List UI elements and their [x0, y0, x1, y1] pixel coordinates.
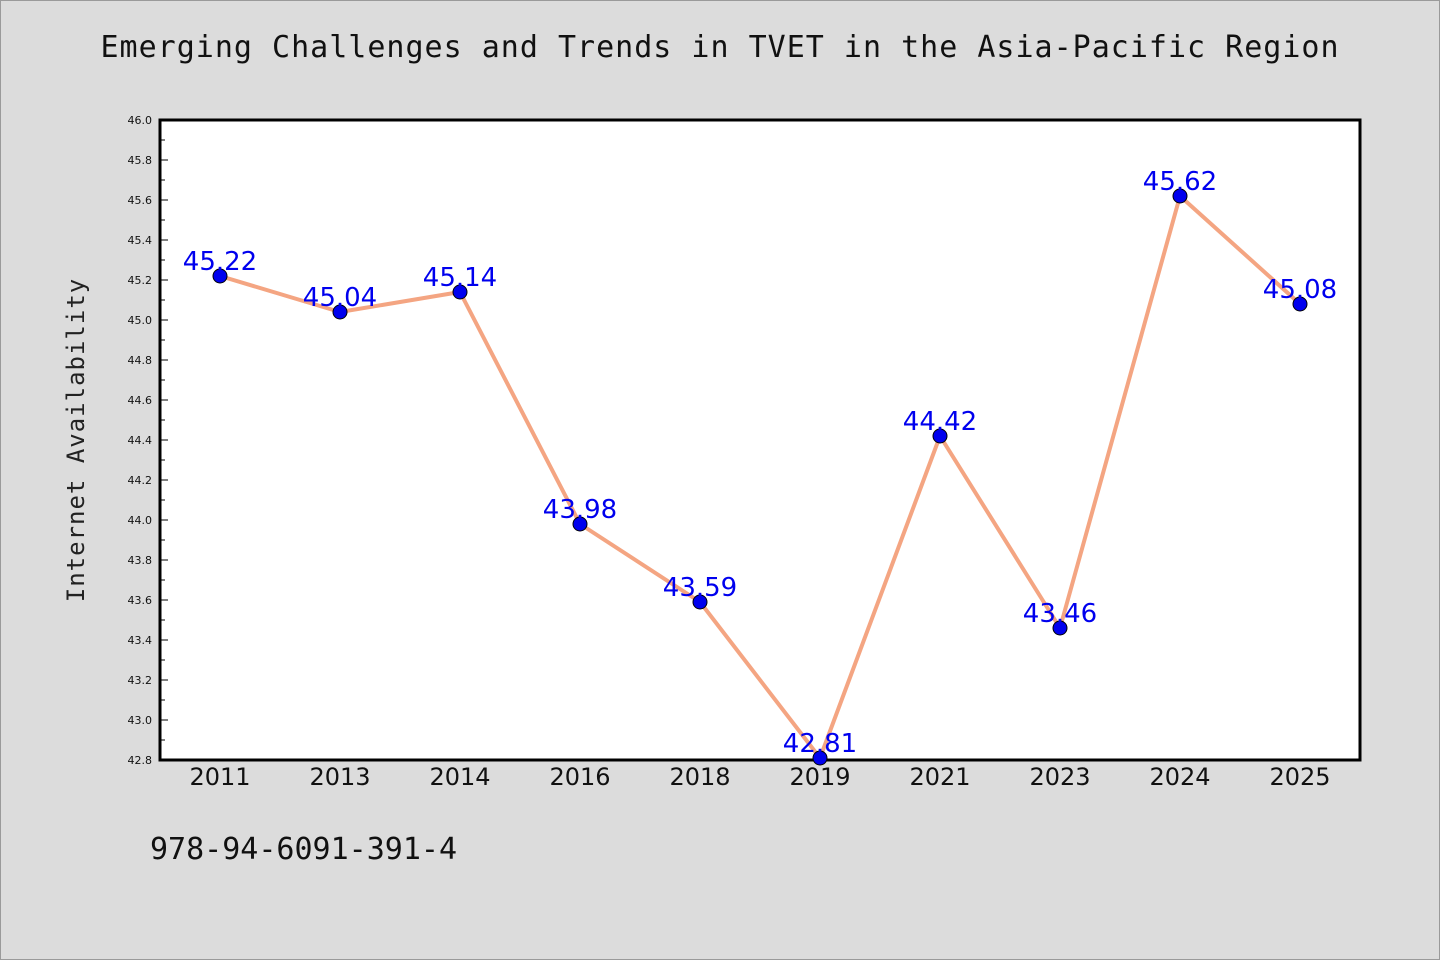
- y-tick-label: 45.4: [128, 234, 153, 247]
- y-tick-label: 42.8: [128, 754, 153, 767]
- y-tick-label: 43.6: [128, 594, 153, 607]
- series-line-group: [219, 194, 1302, 760]
- y-tick-label: 43.4: [128, 634, 153, 647]
- x-tick-label: 2014: [429, 763, 490, 791]
- y-tick-label: 43.2: [128, 674, 153, 687]
- y-tick-label: 44.2: [128, 474, 153, 487]
- data-point: [212, 268, 228, 284]
- x-tick-label: 2018: [669, 763, 730, 791]
- data-labels-group: 45.22 45.04 45.14 43.98 43.59 42.81 44.42 43.46…: [183, 167, 1337, 759]
- data-point: [1052, 620, 1068, 636]
- data-label: 43.59: [663, 573, 737, 603]
- y-tick-label: 44.0: [128, 514, 153, 527]
- data-label: 44.42: [903, 407, 977, 437]
- data-label: 45.08: [1263, 275, 1337, 305]
- y-tick-label: 44.8: [128, 354, 153, 367]
- data-point: [812, 750, 828, 766]
- x-tick-label: 2024: [1149, 763, 1210, 791]
- y-tick-label: 46.0: [128, 114, 153, 127]
- data-label: 45.14: [423, 263, 497, 293]
- x-tick-label: 2025: [1269, 763, 1330, 791]
- chart-title: Emerging Challenges and Trends in TVET i…: [100, 30, 1340, 65]
- y-tick-label: 43.0: [128, 714, 153, 727]
- y-tick-label: 44.4: [128, 434, 153, 447]
- series-line: [219, 194, 1302, 760]
- y-tick-label: 45.8: [128, 154, 153, 167]
- y-axis: 42.8 43.0 43.2 43.4 43.6 43.8 44.0 44.2 44.4 44.6…: [128, 114, 168, 767]
- x-tick-label: 2013: [309, 763, 370, 791]
- data-point: [932, 428, 948, 444]
- x-tick-label: 2016: [549, 763, 610, 791]
- data-label: 43.46: [1023, 599, 1097, 629]
- y-tick-label: 43.8: [128, 554, 153, 567]
- x-axis: 2011 2013 2014 2016 2018 2019 2021 2023 2024 2025: [189, 763, 1330, 791]
- data-label: 42.81: [783, 729, 857, 759]
- y-tick-label: 45.0: [128, 314, 153, 327]
- data-label: 45.22: [183, 247, 257, 277]
- plot-area: [158, 118, 1362, 762]
- data-label: 45.04: [303, 283, 377, 313]
- data-label: 45.62: [1143, 167, 1217, 197]
- y-tick-label: 44.6: [128, 394, 153, 407]
- markers-group: [212, 188, 1308, 766]
- data-point: [332, 304, 348, 320]
- data-label: 43.98: [543, 495, 617, 525]
- x-tick-label: 2019: [789, 763, 850, 791]
- data-point: [1292, 296, 1308, 312]
- data-point: [1172, 188, 1188, 204]
- data-point: [452, 284, 468, 300]
- data-point: [572, 516, 588, 532]
- x-tick-label: 2021: [909, 763, 970, 791]
- y-tick-label: 45.2: [128, 274, 153, 287]
- y-tick-label: 45.6: [128, 194, 153, 207]
- x-tick-label: 2011: [189, 763, 250, 791]
- x-tick-label: 2023: [1029, 763, 1090, 791]
- isbn-text: 978-94-6091-391-4: [150, 832, 458, 867]
- data-point: [692, 594, 708, 610]
